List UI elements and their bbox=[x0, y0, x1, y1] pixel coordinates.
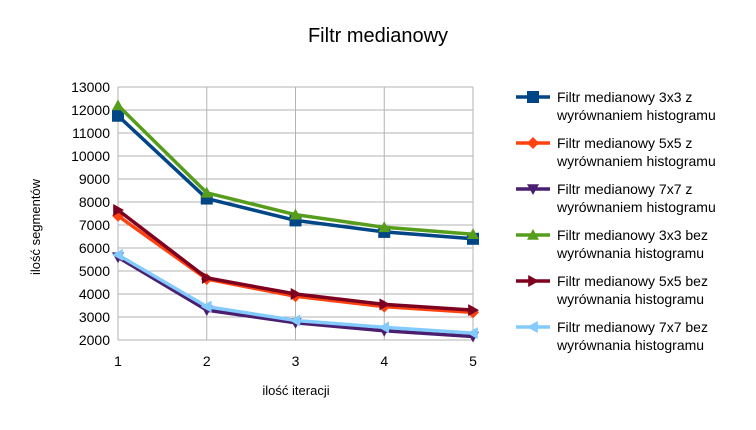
legend-label: Filtr medianowy 5x5 bez bbox=[557, 273, 708, 289]
legend-item: Filtr medianowy 7x7 bez wyrównania histog… bbox=[516, 319, 708, 353]
legend-label: wyrównaniem histogramu bbox=[556, 153, 716, 169]
x-axis-title: ilość iteracji bbox=[262, 383, 329, 398]
x-tick-label: 1 bbox=[114, 353, 122, 369]
axes: 2000 3000 4000 5000 6000 7000 8000 9000 10000 110… bbox=[71, 79, 477, 369]
data-point bbox=[200, 300, 212, 313]
legend-swatch-marker bbox=[527, 184, 539, 195]
data-point bbox=[378, 221, 391, 233]
x-tick-label: 5 bbox=[469, 353, 477, 369]
legend-label: wyrównania histogramu bbox=[556, 245, 704, 261]
y-axis-title: ilość segmentów bbox=[28, 178, 43, 275]
y-tick-label: 13000 bbox=[71, 79, 110, 95]
legend-label: wyrównaniem histogramu bbox=[556, 107, 716, 123]
legend-swatch-marker bbox=[527, 91, 539, 103]
data-point bbox=[112, 109, 124, 122]
y-tick-label: 12000 bbox=[71, 102, 110, 118]
y-tick-label: 4000 bbox=[79, 286, 110, 302]
chart-title: Filtr medianowy bbox=[308, 25, 448, 47]
data-point bbox=[112, 99, 124, 111]
legend: Filtr medianowy 3x3 z wyrównaniem histogr… bbox=[516, 89, 716, 353]
data-point bbox=[290, 288, 302, 300]
y-tick-label: 8000 bbox=[79, 194, 110, 210]
legend-label: wyrównania histogramu bbox=[556, 337, 704, 353]
legend-label: Filtr medianowy 7x7 z bbox=[557, 181, 692, 197]
series-5 bbox=[113, 204, 479, 317]
legend-label: Filtr medianowy 3x3 bez bbox=[557, 227, 708, 243]
legend-item: Filtr medianowy 3x3 bez wyrównania histog… bbox=[516, 227, 708, 261]
legend-item: Filtr medianowy 3x3 z wyrównaniem histogr… bbox=[516, 89, 716, 123]
legend-item: Filtr medianowy 7x7 z wyrównaniem histogr… bbox=[516, 181, 716, 215]
data-point bbox=[201, 271, 213, 284]
y-tick-label: 6000 bbox=[79, 240, 110, 256]
legend-label: Filtr medianowy 3x3 z bbox=[557, 89, 692, 105]
y-tick-label: 10000 bbox=[71, 148, 110, 164]
series-4 bbox=[112, 99, 479, 239]
y-tick-label: 2000 bbox=[79, 332, 110, 348]
data-point bbox=[289, 314, 301, 327]
legend-item: Filtr medianowy 5x5 z wyrównaniem histogr… bbox=[516, 135, 716, 169]
series-6 bbox=[112, 248, 478, 340]
legend-swatch-marker bbox=[527, 137, 539, 149]
legend-label: wyrównaniem histogramu bbox=[556, 199, 716, 215]
legend-swatch-marker bbox=[528, 275, 539, 287]
series-layer bbox=[112, 99, 479, 343]
y-tick-label: 11000 bbox=[72, 125, 110, 141]
x-tick-label: 4 bbox=[380, 353, 388, 369]
data-point bbox=[289, 208, 302, 220]
data-point bbox=[467, 327, 478, 340]
x-tick-label: 3 bbox=[292, 353, 300, 369]
y-tick-label: 9000 bbox=[79, 171, 110, 187]
x-tick-label: 2 bbox=[203, 353, 211, 369]
legend-label: Filtr medianowy 7x7 bez bbox=[557, 319, 708, 335]
legend-label: Filtr medianowy 5x5 z bbox=[557, 135, 692, 151]
legend-label: wyrównania histogramu bbox=[556, 291, 704, 307]
y-tick-label: 5000 bbox=[79, 263, 110, 279]
data-point bbox=[200, 186, 213, 198]
data-point bbox=[379, 298, 391, 311]
data-point bbox=[113, 204, 124, 217]
legend-swatch-marker bbox=[527, 229, 539, 240]
data-point bbox=[112, 248, 123, 261]
data-point bbox=[468, 304, 479, 317]
data-point bbox=[378, 321, 390, 334]
y-tick-label: 3000 bbox=[79, 309, 110, 325]
y-tick-label: 7000 bbox=[79, 217, 110, 233]
legend-swatch-marker bbox=[527, 321, 538, 333]
data-point bbox=[467, 228, 479, 239]
legend-item: Filtr medianowy 5x5 bez wyrównania histog… bbox=[516, 273, 708, 307]
